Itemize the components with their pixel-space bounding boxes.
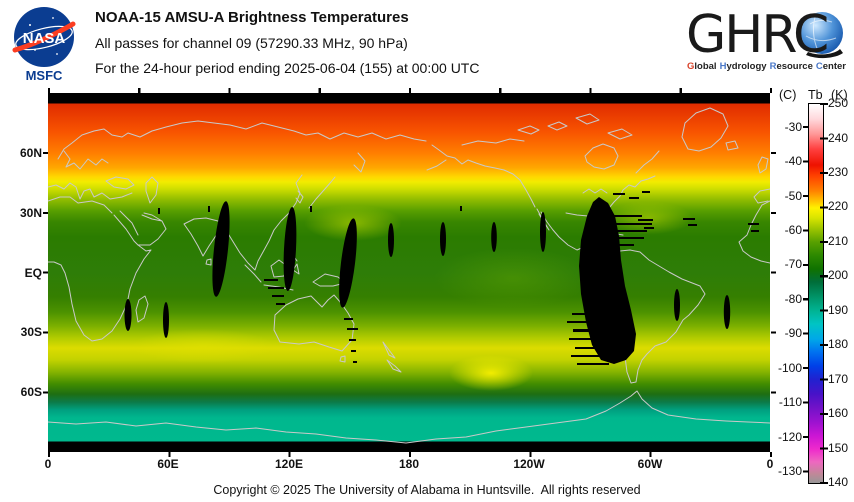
colorbar	[808, 103, 824, 484]
lat-label-eq: EQ	[24, 266, 42, 280]
lat-label-30s: 30S	[20, 325, 42, 339]
c-tick--110: -110	[778, 395, 802, 410]
data-gap-shapes	[124, 191, 759, 365]
k-tick-250: 250	[828, 96, 849, 110]
ghrc-tagline-word: Hydrology	[719, 61, 767, 72]
lon-label-60e: 60E	[157, 457, 179, 471]
lon-label-60w: 60W	[637, 457, 663, 471]
c-tick--130: -130	[777, 464, 802, 478]
c-tick--100: -100	[777, 360, 802, 375]
colorbar-unit-k: (K)	[831, 88, 848, 102]
k-tick-180: 180	[828, 337, 849, 352]
c-tick--120: -120	[777, 429, 802, 444]
ghrc-tagline-word: Global	[687, 61, 717, 72]
copyright-notice: Copyright © 2025 The University of Alaba…	[213, 483, 641, 497]
lon-label-0e: 0	[44, 457, 52, 471]
k-tick-150: 150	[828, 440, 849, 455]
k-tick-220: 220	[828, 199, 849, 214]
c-tick--70: -70	[784, 257, 802, 272]
k-tick-170: 170	[828, 371, 849, 386]
ghrc-tagline-word: Center	[815, 61, 846, 72]
ghrc-logo: GHRC	[686, 5, 843, 62]
nasa-orbit-ellipse	[15, 25, 73, 51]
map-overlay-svg	[48, 107, 770, 444]
lon-label-120e: 120E	[274, 457, 304, 471]
lat-label-60n: 60N	[19, 146, 42, 160]
channel-subtitle: All passes for channel 09 (57290.33 MHz,…	[95, 35, 408, 51]
colorbar-quantity-label: Tb	[808, 88, 823, 102]
colorbar-unit-c: (C)	[779, 88, 797, 102]
k-tick-190: 190	[828, 302, 849, 317]
ghrc-globe-stand	[806, 49, 843, 59]
ghrc-acronym: GHRC	[686, 5, 827, 62]
coastlines	[48, 107, 770, 444]
k-tick-230: 230	[828, 164, 849, 179]
map-canvas	[48, 93, 770, 452]
msfc-label: MSFC	[25, 68, 63, 83]
k-tick-200: 200	[828, 268, 849, 283]
c-tick--40: -40	[784, 154, 802, 169]
period-subtitle: For the 24-hour period ending 2025-06-04…	[95, 60, 480, 76]
c-tick--80: -80	[784, 291, 802, 306]
ghrc-tagline: Global Hydrology Resource Center	[687, 61, 853, 72]
ghrc-globe-icon	[801, 12, 843, 54]
k-tick-140: 140	[828, 474, 849, 489]
page-title: NOAA-15 AMSU-A Brightness Temperatures	[95, 9, 409, 26]
lon-label-120w: 120W	[513, 457, 545, 471]
c-tick--50: -50	[784, 188, 802, 203]
lon-label-0w: 0	[766, 457, 774, 471]
lat-label-30n: 30N	[19, 206, 42, 220]
c-tick--60: -60	[784, 223, 802, 237]
c-tick--30: -30	[784, 119, 802, 134]
lon-label-180: 180	[398, 457, 420, 471]
lat-label-60s: 60S	[20, 385, 42, 399]
ghrc-tagline-word: Resource	[769, 61, 813, 72]
nasa-logo: NASA	[12, 7, 76, 67]
k-tick-240: 240	[828, 130, 849, 145]
nasa-red-swoosh	[12, 21, 76, 53]
c-tick--90: -90	[784, 326, 802, 341]
nasa-wordmark: NASA	[23, 30, 66, 47]
k-tick-210: 210	[828, 233, 849, 248]
k-tick-160: 160	[828, 406, 849, 420]
